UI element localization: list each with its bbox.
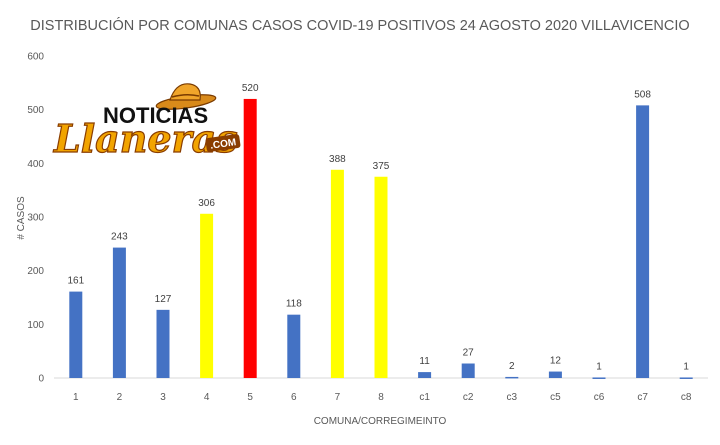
x-tick-label-8: 8 — [378, 392, 384, 403]
logo-dotcom-text: .COM — [210, 137, 237, 152]
logo-dotcom-badge — [205, 134, 241, 152]
data-label-6: 118 — [286, 299, 302, 310]
bars — [69, 98, 693, 379]
x-tick-label-1: 1 — [73, 392, 79, 403]
y-tick-label: 100 — [27, 320, 44, 331]
x-tick-label-2: 2 — [117, 392, 123, 403]
data-label-c1: 11 — [419, 356, 430, 367]
x-tick-label-c1: c1 — [419, 392, 430, 403]
data-label-5: 520 — [242, 83, 259, 94]
bar-3 — [156, 309, 170, 378]
bar-c7 — [636, 105, 650, 378]
noticias-llaneras-logo: NOTICIAS Llaneras .COM — [52, 83, 241, 162]
y-tick-label: 0 — [38, 374, 44, 385]
chart-title: DISTRIBUCIÓN POR COMUNAS CASOS COVID-19 … — [30, 17, 689, 34]
x-tick-label-c7: c7 — [637, 392, 648, 403]
y-axis: 0 100 200 300 400 500 600 — [27, 52, 44, 385]
x-tick-label-c5: c5 — [550, 392, 561, 403]
bar-c8 — [679, 377, 693, 379]
data-label-8: 375 — [373, 161, 390, 172]
bar-7 — [330, 169, 344, 378]
bar-6 — [287, 314, 301, 378]
x-tick-labels: 1 2 3 4 5 6 7 8 c1 c2 c3 c5 c6 c7 c8 — [73, 392, 692, 403]
data-label-c3: 2 — [509, 361, 515, 372]
x-tick-label-4: 4 — [204, 392, 210, 403]
bar-5 — [243, 98, 257, 378]
bar-1 — [69, 291, 83, 378]
bar-c2 — [461, 363, 475, 378]
x-tick-label-c3: c3 — [507, 392, 518, 403]
x-tick-label-7: 7 — [335, 392, 341, 403]
x-axis-title: COMUNA/CORREGIMEINTO — [314, 416, 447, 427]
bar-2 — [112, 247, 126, 378]
y-tick-label: 200 — [27, 266, 44, 277]
data-label-4: 306 — [198, 198, 215, 209]
y-tick-label: 400 — [27, 159, 44, 170]
bar-c1 — [418, 372, 432, 378]
x-tick-label-5: 5 — [247, 392, 253, 403]
bar-8 — [374, 176, 388, 378]
x-tick-label-6: 6 — [291, 392, 297, 403]
data-label-3: 127 — [155, 294, 172, 305]
data-label-c2: 27 — [463, 348, 475, 359]
data-label-c5: 12 — [550, 356, 562, 367]
bar-4 — [200, 213, 214, 378]
data-label-1: 161 — [67, 276, 84, 287]
bar-c3 — [505, 376, 519, 379]
data-label-c6: 1 — [596, 361, 602, 372]
x-tick-label-c8: c8 — [681, 392, 692, 403]
bar-c6 — [592, 377, 606, 379]
y-tick-label: 600 — [27, 52, 44, 63]
x-tick-label-3: 3 — [160, 392, 166, 403]
data-label-7: 388 — [329, 154, 346, 165]
data-label-2: 243 — [111, 232, 128, 243]
y-tick-label: 500 — [27, 105, 44, 116]
logo-noticias-text: NOTICIAS — [103, 103, 208, 128]
data-labels: 161 243 127 306 520 118 388 375 11 27 2 12 1 508 1 — [67, 83, 689, 373]
x-tick-label-c6: c6 — [594, 392, 605, 403]
y-axis-title: # CASOS — [16, 196, 27, 240]
x-tick-label-c2: c2 — [463, 392, 474, 403]
sombrero-hat-icon — [155, 83, 217, 110]
y-tick-label: 300 — [27, 213, 44, 224]
bar-c5 — [548, 371, 562, 378]
data-label-c7: 508 — [634, 89, 651, 100]
data-label-c8: 1 — [683, 361, 689, 372]
